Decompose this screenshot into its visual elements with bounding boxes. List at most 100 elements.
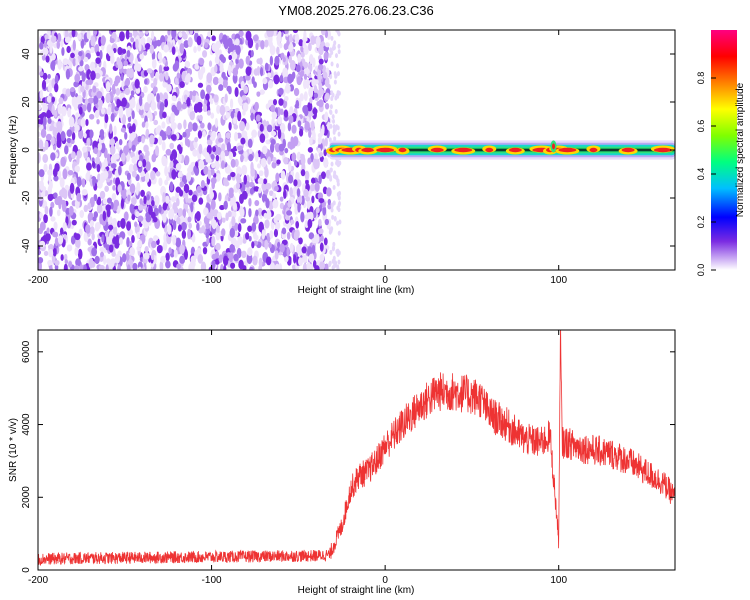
noise-cell (297, 53, 302, 63)
noise-cell (38, 139, 44, 150)
noise-cell (211, 253, 217, 260)
noise-cell (223, 264, 227, 270)
noise-cell (169, 181, 174, 192)
noise-cell (270, 104, 276, 113)
noise-cell (230, 210, 237, 219)
noise-cell (102, 254, 107, 265)
noise-cell (170, 196, 177, 203)
noise-cell (289, 42, 294, 53)
noise-cell (227, 174, 232, 181)
noise-cell (99, 190, 106, 200)
noise-cell (326, 187, 332, 197)
noise-cell (192, 149, 198, 157)
noise-cell (282, 56, 286, 63)
noise-cell (104, 185, 110, 192)
noise-cell (302, 263, 308, 270)
noise-cell (85, 224, 91, 234)
noise-cell (45, 232, 51, 242)
signal-hotspot (653, 147, 672, 153)
noise-cell (178, 31, 183, 38)
noise-cell (150, 170, 156, 181)
noise-cell (283, 115, 289, 122)
noise-cell (171, 104, 177, 113)
noise-cell (137, 204, 144, 211)
noise-cell (186, 171, 192, 182)
noise-cell (159, 260, 164, 270)
noise-cell (293, 179, 298, 187)
noise-cell (326, 30, 332, 40)
noise-cell (303, 188, 309, 198)
noise-cell (111, 193, 117, 201)
noise-cell (280, 108, 284, 116)
noise-cell (166, 125, 172, 136)
noise-cell (135, 102, 140, 113)
noise-cell (169, 142, 175, 150)
noise-cell (144, 102, 150, 112)
noise-cell (202, 50, 208, 58)
noise-cell (258, 170, 264, 177)
noise-cell (106, 236, 113, 245)
noise-cell (172, 219, 177, 231)
noise-cell (261, 229, 266, 240)
noise-cell (258, 264, 263, 270)
noise-cell (193, 30, 200, 34)
noise-cell (197, 130, 203, 139)
noise-cell (232, 51, 238, 60)
noise-cell (95, 156, 101, 165)
noise-cell (197, 82, 204, 88)
noise-cell (218, 77, 224, 85)
noise-cell (243, 102, 249, 112)
noise-cell (240, 137, 246, 145)
signal-hotspot (361, 147, 375, 153)
noise-cell (332, 241, 336, 247)
noise-cell (141, 135, 146, 144)
noise-cell (318, 58, 324, 65)
noise-cell (332, 263, 336, 269)
noise-cell (46, 109, 52, 119)
noise-cell (251, 241, 255, 249)
noise-cell (54, 82, 59, 93)
colorbar-tick-label: 0.8 (696, 72, 706, 85)
snr-series-line (38, 330, 675, 567)
y-tick-label: 2000 (21, 486, 32, 509)
noise-cell (278, 98, 284, 106)
noise-cell (257, 177, 264, 185)
noise-cell (70, 52, 75, 59)
noise-cell (293, 254, 297, 264)
noise-cell (168, 209, 174, 220)
noise-cell (62, 58, 69, 66)
noise-cell (328, 262, 332, 268)
noise-cell (162, 192, 166, 203)
noise-cell (175, 163, 182, 171)
noise-cell (51, 62, 56, 72)
noise-cell (288, 33, 293, 44)
noise-cell (252, 255, 258, 266)
noise-cell (90, 61, 96, 71)
noise-cell (300, 211, 305, 223)
noise-cell (38, 119, 44, 125)
noise-cell (201, 225, 206, 234)
noise-cell (296, 76, 302, 86)
noise-cell (46, 227, 50, 234)
noise-cell (245, 232, 250, 240)
noise-cell (279, 202, 285, 210)
noise-cell (309, 87, 314, 98)
noise-cell (229, 98, 234, 109)
noise-cell (181, 230, 187, 239)
noise-cell (139, 53, 144, 60)
noise-cell (264, 62, 269, 72)
noise-cell (85, 119, 89, 127)
noise-cell (180, 221, 187, 231)
noise-cell (310, 177, 316, 184)
noise-cell (262, 195, 268, 202)
noise-cell (233, 253, 239, 262)
noise-cell (264, 39, 269, 48)
noise-cell (171, 30, 177, 39)
noise-cell (47, 259, 53, 266)
noise-cell (220, 150, 226, 160)
noise-cell (94, 221, 101, 230)
noise-cell (138, 31, 145, 38)
noise-cell (323, 237, 328, 246)
noise-cell (277, 36, 282, 43)
noise-cell (308, 130, 312, 138)
